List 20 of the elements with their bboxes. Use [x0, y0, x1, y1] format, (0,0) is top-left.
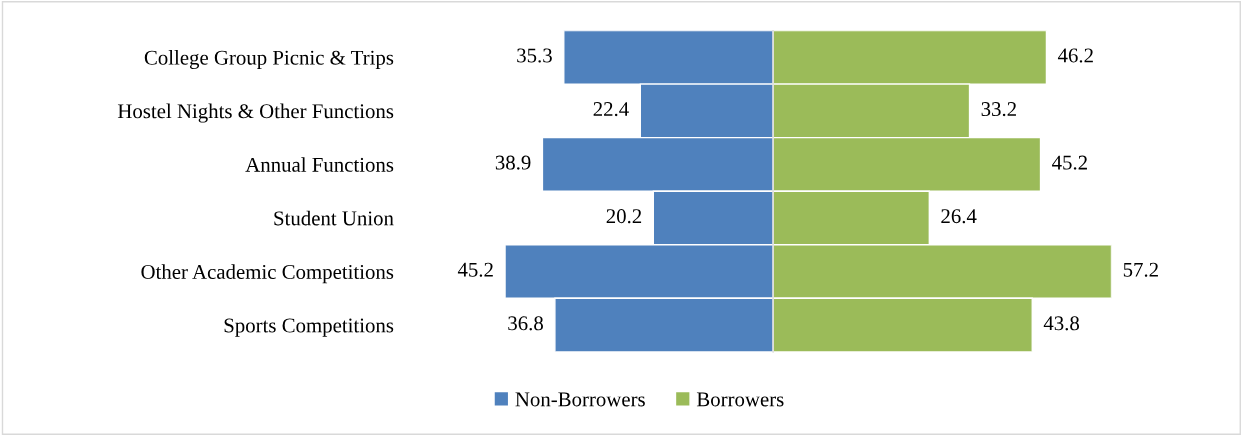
data-label: 20.2	[606, 209, 642, 224]
y-tick-label: College Group Picnic & Trips	[144, 50, 394, 70]
data-label: 45.2	[1052, 155, 1087, 170]
y-tick-label: Student Union	[274, 210, 394, 226]
data-label: 36.8	[508, 316, 543, 331]
data-label: 57.2	[1123, 262, 1158, 277]
y-tick-label: Other Academic Competitions	[141, 264, 394, 284]
y-tick-label: Sports Competitions	[224, 318, 394, 337]
legend-label: Non-Borrowers	[515, 392, 645, 407]
data-label: 46.2	[1057, 48, 1093, 63]
data-label: 35.3	[517, 48, 552, 63]
data-label: 22.4	[593, 102, 629, 117]
y-tick-label: Annual Functions	[245, 157, 394, 172]
data-label: 38.9	[495, 155, 531, 170]
data-label: 45.2	[457, 262, 493, 277]
series-label: Borrowers	[696, 392, 784, 407]
data-label: 33.2	[981, 102, 1016, 117]
data-label: 26.4	[941, 209, 977, 224]
data-label: 43.8	[1043, 316, 1080, 331]
y-tick-label: Hostel Nights & Other Functions	[117, 103, 394, 123]
